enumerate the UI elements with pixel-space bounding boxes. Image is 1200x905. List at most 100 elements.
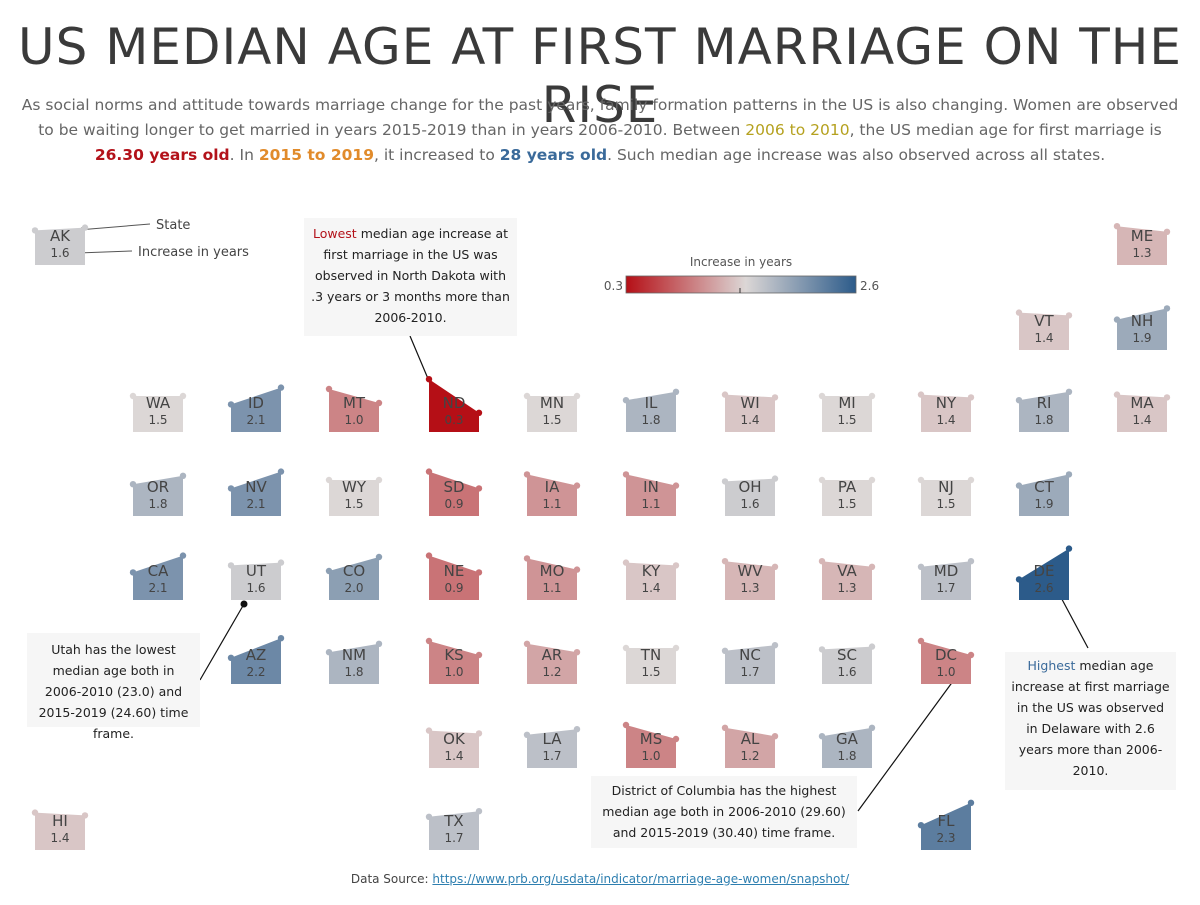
source-link[interactable]: https://www.prb.org/usdata/indicator/mar… [432,872,850,886]
state-abbr-label: AL [741,730,760,748]
dc-callout-line [857,672,960,812]
state-abbr-label: NJ [938,478,954,496]
slope-end-dot [868,392,876,400]
state-tile-dc: DC1.0 [917,637,975,684]
state-tile-ne: NE0.9 [425,552,483,600]
state-tile-sc: SC1.6 [818,643,876,684]
slope-end-dot [475,808,483,815]
state-tile-shape [329,480,379,516]
state-tile-shape [725,561,775,600]
state-value-label: 1.5 [837,497,856,511]
key-increase-label: Increase in years [138,245,249,260]
slope-end-dot [573,392,581,400]
state-tile-shape [822,396,872,432]
slope-start-dot [1113,316,1121,323]
dc-annotation: District of Columbia has the highest med… [591,776,857,848]
data-source: Data Source: https://www.prb.org/usdata/… [0,872,1200,886]
state-abbr-label: IL [645,394,658,412]
slope-start-dot [1015,397,1023,404]
state-tile-shape [1019,391,1069,432]
state-tile-id: ID2.1 [227,384,285,432]
state-tile-al: AL1.2 [721,724,779,768]
state-abbr-label: MD [934,562,959,580]
slope-start-dot [523,392,531,400]
slope-end-dot [771,475,779,482]
state-tile-shape [1117,308,1167,350]
state-value-label: 1.5 [344,497,363,511]
slope-start-dot [622,559,630,566]
state-abbr-label: OH [738,478,761,496]
slope-end-dot [1163,228,1171,235]
state-tile-wa: WA1.5 [129,392,187,432]
state-value-label: 1.1 [542,497,561,511]
state-abbr-label: KS [444,646,463,664]
state-tile-shape [429,641,479,684]
slope-start-dot [425,637,433,645]
state-value-label: 1.5 [936,497,955,511]
state-tile-shape [35,227,85,265]
slope-end-dot [1065,312,1073,319]
de-annotation-text: median age increase at first marriage in… [1011,658,1170,778]
slope-end-dot [868,476,876,484]
state-tile-sd: SD0.9 [425,468,483,516]
slope-end-dot [277,384,285,391]
slope-end-dot [672,735,680,743]
state-tiles: AK1.6ME1.3VT1.4NH1.9WA1.5ID2.1MT1.0ND0.3… [31,223,1171,850]
state-tile-shape [429,555,479,600]
state-abbr-label: VA [837,562,857,580]
slope-start-dot [31,809,39,816]
state-tile-shape [822,727,872,768]
state-tile-ok: OK1.4 [425,727,483,768]
state-abbr-label: NV [245,478,267,496]
slope-start-dot [425,727,433,734]
slope-start-dot [425,468,433,475]
state-value-label: 2.1 [246,413,265,427]
slope-start-dot [325,567,333,575]
slope-start-dot [523,555,531,562]
slope-end-dot [967,476,975,484]
slope-start-dot [227,485,235,492]
de-annotation: Highest median age increase at first mar… [1005,652,1176,790]
state-tile-shape [527,558,577,600]
state-tile-shape [329,643,379,684]
state-tile-mt: MT1.0 [325,385,383,432]
state-abbr-label: AZ [246,646,267,664]
state-abbr-label: WV [737,562,763,580]
slope-start-dot [818,392,826,400]
slope-start-dot [917,637,925,645]
state-tile-shape [231,471,281,516]
legend-title: Increase in years [690,255,792,269]
slope-start-dot [523,471,531,478]
slope-end-dot [179,392,187,400]
subtitle-text-1: As social norms and attitude towards mar… [21,96,1179,139]
state-tile-shape [1117,226,1167,265]
state-tile-shape [527,474,577,516]
state-tile-shape [822,480,872,516]
state-tile-shape [133,555,183,600]
key-state-label: State [156,218,190,233]
de-annotation-highlight: Highest [1027,658,1076,673]
slope-end-dot [771,733,779,740]
state-tile-shape [725,394,775,432]
state-tile-ms: MS1.0 [622,721,680,768]
state-value-label: 2.1 [246,497,265,511]
slope-start-dot [721,478,729,485]
slope-end-dot [771,394,779,401]
state-tile-nv: NV2.1 [227,468,285,516]
state-abbr-label: MT [343,394,366,412]
state-abbr-label: CO [343,562,365,580]
state-tile-tx: TX1.7 [425,808,483,850]
state-value-label: 1.6 [740,497,759,511]
slope-end-dot [868,563,876,570]
slope-end-dot [475,409,483,416]
state-tile-shape [527,396,577,432]
slope-end-dot [573,726,581,733]
state-tile-nh: NH1.9 [1113,305,1171,350]
slope-start-dot [721,647,729,654]
state-value-label: 1.4 [740,413,759,427]
state-tile-shape [429,379,479,432]
slope-start-dot [818,476,826,484]
state-value-label: 1.4 [50,831,69,845]
slope-end-dot [179,552,187,559]
state-tile-nc: NC1.7 [721,642,779,684]
